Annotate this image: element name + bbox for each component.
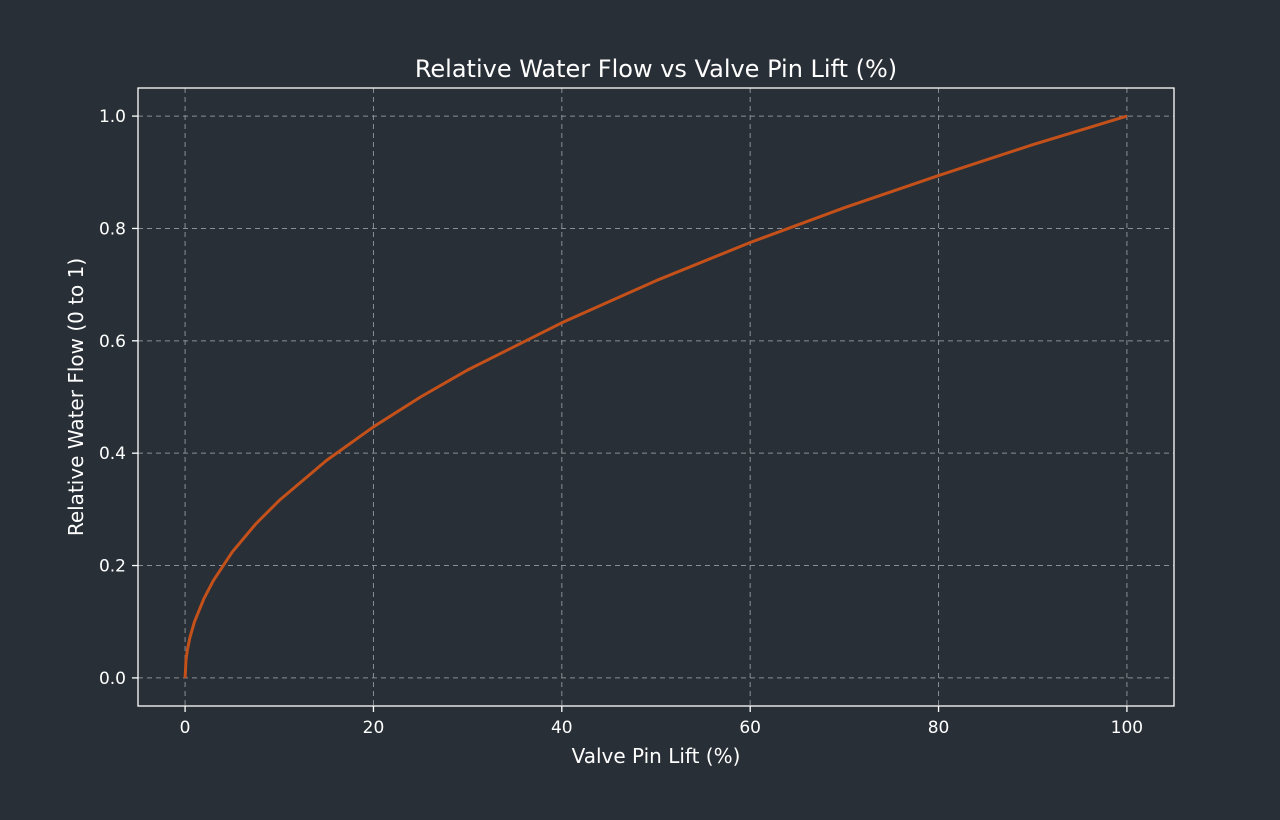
x-tick-label: 100 bbox=[1111, 718, 1143, 738]
y-tick-label: 0.8 bbox=[99, 219, 126, 239]
x-tick-label: 60 bbox=[739, 718, 761, 738]
plot-frame bbox=[137, 87, 1175, 707]
flow-curve bbox=[183, 114, 1128, 678]
chart-title: Relative Water Flow vs Valve Pin Lift (%… bbox=[415, 55, 897, 83]
y-tick-label: 0.4 bbox=[99, 444, 126, 464]
x-tick-label: 0 bbox=[180, 718, 191, 738]
y-tick-label: 0.2 bbox=[99, 557, 126, 577]
y-axis-label: Relative Water Flow (0 to 1) bbox=[64, 258, 88, 536]
x-tick-label: 20 bbox=[363, 718, 385, 738]
x-axis-label: Valve Pin Lift (%) bbox=[572, 744, 741, 768]
y-tick-label: 0.0 bbox=[99, 669, 126, 689]
y-tick-label: 0.6 bbox=[99, 332, 126, 352]
y-tick-label: 1.0 bbox=[99, 107, 126, 127]
x-tick-label: 40 bbox=[551, 718, 573, 738]
x-tick-label: 80 bbox=[928, 718, 950, 738]
